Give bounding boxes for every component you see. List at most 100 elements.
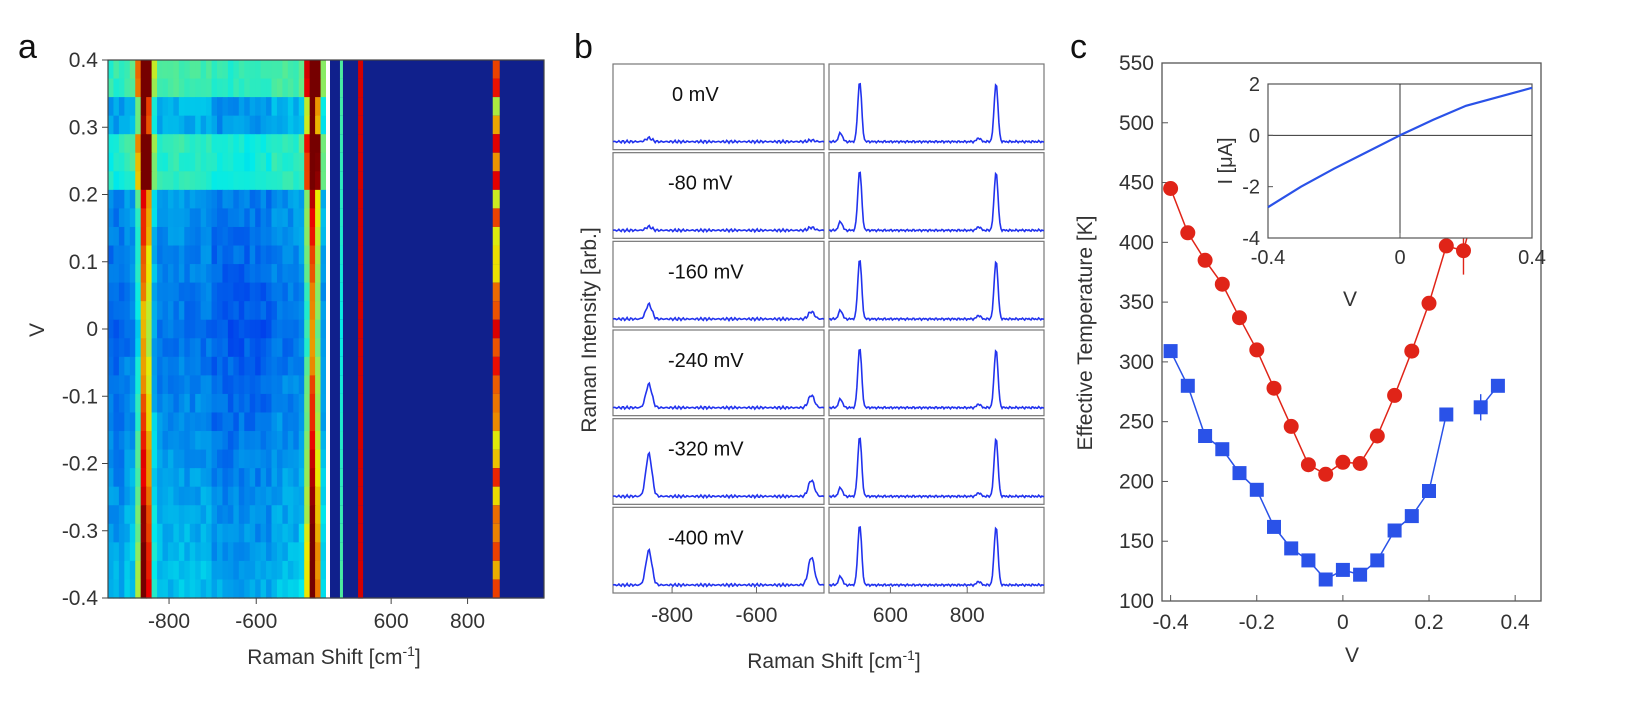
heatmap-cell: [238, 134, 245, 154]
heatmap-cell: [108, 115, 115, 135]
heatmap-cell: [276, 468, 283, 488]
heatmap-cell: [140, 208, 147, 228]
heatmap-cell: [276, 449, 283, 469]
y-tick-label: 100: [1119, 590, 1154, 613]
heatmap-cell: [304, 523, 311, 543]
heatmap-cell: [238, 97, 245, 117]
heatmap-cell: [140, 171, 147, 191]
heatmap-cell: [162, 449, 169, 469]
heatmap-cell: [266, 393, 273, 414]
heatmap-cell: [217, 189, 224, 210]
heatmap-cell: [135, 115, 142, 135]
heatmap-cell: [298, 449, 305, 469]
heatmap-cell: [266, 560, 273, 581]
heatmap-cell: [189, 226, 196, 247]
heatmap-cell: [178, 431, 185, 451]
heatmap-cell: [358, 282, 364, 302]
heatmap-cell: [129, 189, 136, 210]
heatmap-cell: [124, 356, 131, 376]
spectrum-line-stokes: [828, 82, 1045, 145]
heatmap-cell: [233, 505, 240, 525]
blue-data-point: [1387, 523, 1402, 538]
heatmap-cell: [271, 486, 278, 506]
heatmap-cell: [238, 505, 245, 525]
heatmap-cell: [304, 393, 311, 414]
heatmap-cell: [298, 189, 305, 210]
heatmap-cell: [249, 226, 256, 247]
heatmap-cell: [162, 579, 169, 599]
heatmap-cell: [140, 152, 147, 172]
heatmap-cell: [162, 264, 169, 284]
heatmap-cell: [260, 375, 267, 395]
heatmap-cell: [108, 542, 115, 562]
heatmap-cell: [233, 134, 240, 154]
heatmap-cell: [108, 264, 115, 284]
heatmap-cell: [276, 375, 283, 395]
heatmap-cell: [178, 78, 185, 98]
heatmap-cell: [189, 208, 196, 228]
heatmap-cell: [227, 505, 234, 525]
heatmap-cell: [178, 338, 185, 358]
heatmap-cell: [492, 78, 500, 98]
heatmap-cell: [330, 542, 544, 562]
heatmap-cell: [222, 356, 229, 376]
heatmap-cell: [298, 560, 305, 581]
heatmap-cell: [276, 78, 283, 98]
heatmap-cell: [151, 412, 158, 432]
heatmap-cell: [146, 393, 153, 414]
heatmap-cell: [184, 78, 191, 98]
spectrum-line-stokes: [828, 171, 1045, 233]
heatmap-cell: [184, 393, 191, 414]
heatmap-cell: [358, 579, 364, 599]
heatmap-cell: [255, 134, 262, 154]
heatmap-cell: [211, 115, 218, 135]
heatmap-cell: [146, 338, 153, 358]
heatmap-cell: [271, 560, 278, 581]
heatmap-cell: [113, 468, 120, 488]
heatmap-cell: [287, 301, 294, 321]
heatmap-cell: [266, 78, 273, 98]
heatmap-cell: [151, 189, 158, 210]
heatmap-cell: [282, 152, 289, 172]
heatmap-cell: [266, 152, 273, 172]
heatmap-cell: [113, 301, 120, 321]
heatmap-cell: [287, 245, 294, 265]
blue-data-point: [1180, 378, 1195, 393]
y-tick-label: -0.2: [62, 453, 98, 476]
heatmap-cell: [320, 375, 327, 395]
heatmap-cell: [173, 486, 180, 506]
heatmap-cell: [129, 412, 136, 432]
heatmap-cell: [293, 171, 300, 191]
heatmap-cell: [211, 97, 218, 117]
heatmap-cell: [293, 505, 300, 525]
heatmap-cell: [222, 60, 229, 80]
heatmap-cell: [189, 338, 196, 358]
heatmap-cell: [222, 208, 229, 228]
heatmap-cell: [206, 78, 213, 98]
heatmap-cell: [167, 208, 174, 228]
y-tick-label: 0: [86, 318, 98, 341]
heatmap-cell: [330, 375, 544, 395]
heatmap-cell: [184, 523, 191, 543]
heatmap-cell: [129, 97, 136, 117]
heatmap-cell: [309, 208, 316, 228]
heatmap-cell: [266, 449, 273, 469]
heatmap-cell: [233, 152, 240, 172]
heatmap-cell: [255, 412, 262, 432]
heatmap-cell: [195, 375, 202, 395]
heatmap-cell: [276, 523, 283, 543]
heatmap-cell: [222, 264, 229, 284]
heatmap-cell: [113, 60, 120, 80]
heatmap-cell: [146, 60, 153, 80]
heatmap-cell: [244, 449, 251, 469]
heatmap-cell: [260, 579, 267, 599]
heatmap-cell: [108, 245, 115, 265]
heatmap-cell: [260, 523, 267, 543]
heatmap-cell: [266, 189, 273, 210]
heatmap-cell: [217, 393, 224, 414]
heatmap-cell: [298, 78, 305, 98]
heatmap-cell: [238, 301, 245, 321]
heatmap-cell: [358, 264, 364, 284]
heatmap-cell: [304, 431, 311, 451]
heatmap-cell: [173, 338, 180, 358]
